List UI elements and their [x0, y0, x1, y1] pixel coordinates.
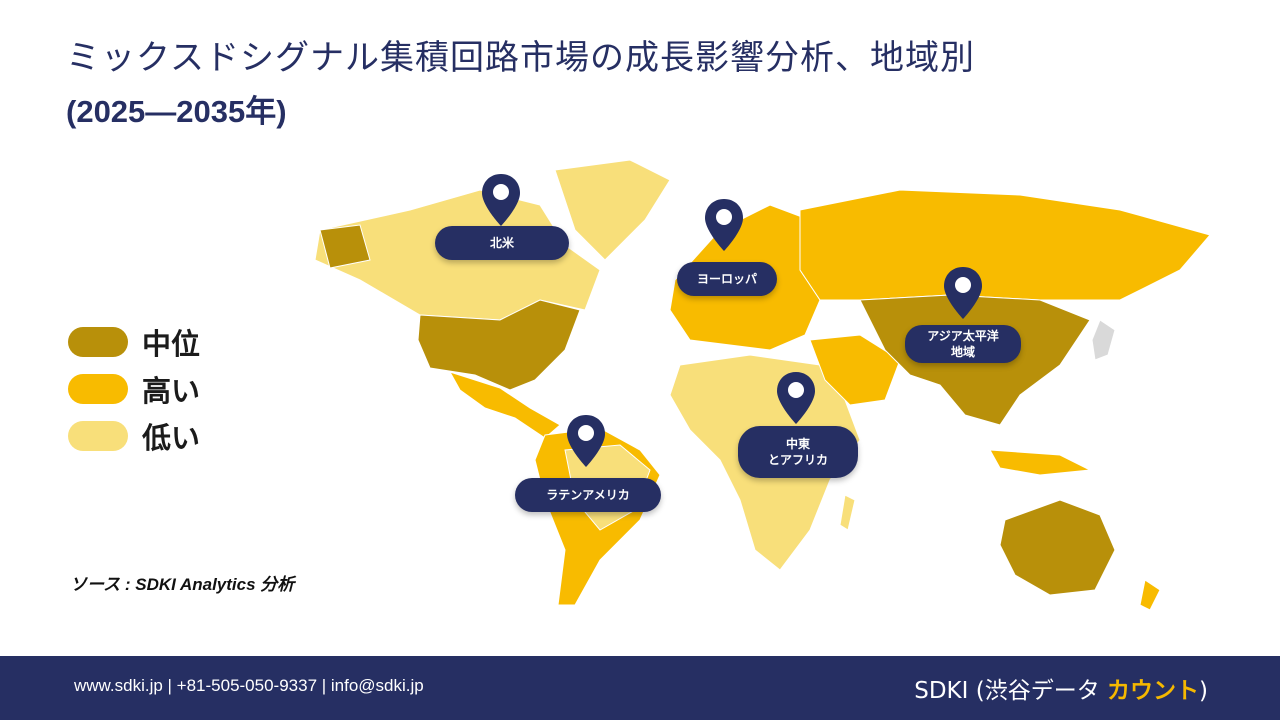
australia-region: [999, 499, 1116, 596]
region-line1: ラテンアメリカ: [546, 488, 630, 502]
region-label-europe: ヨーロッパ: [677, 262, 777, 296]
region-line1: 北米: [489, 236, 514, 250]
page-subtitle: (2025—2035年): [66, 94, 287, 129]
location-pin-icon: [944, 267, 982, 319]
japan-region: [1091, 319, 1116, 361]
region-label-north-america: 北米: [435, 226, 569, 260]
region-label-latin-america: ラテンアメリカ: [515, 478, 661, 512]
location-pin-icon: [482, 174, 520, 226]
brand-main: SDKI (渋谷データ: [914, 678, 1108, 704]
source-note: ソース : SDKI Analytics 分析: [70, 575, 295, 594]
indonesia-region: [989, 449, 1092, 476]
page-title: ミックスドシグナル集積回路市場の成長影響分析、地域別: [66, 38, 975, 78]
russia-region: [799, 189, 1211, 301]
legend-label: 高い: [142, 373, 201, 408]
brand-close: ): [1199, 678, 1208, 704]
region-label-asia-pacific: アジア太平洋 地域: [905, 325, 1021, 363]
region-line2: 地域: [950, 345, 975, 359]
contact-info: www.sdki.jp | +81-505-050-9337 | info@sd…: [74, 676, 424, 695]
legend-item-high: 高い: [68, 365, 200, 412]
brand-name: SDKI (渋谷データ カウント): [914, 671, 1208, 705]
region-line1: 中東: [785, 437, 810, 451]
greenland-region: [554, 159, 671, 261]
location-pin-icon: [567, 415, 605, 467]
legend-label: 中位: [142, 326, 201, 361]
legend-item-low: 低い: [68, 412, 200, 459]
legend-swatch: [68, 420, 128, 451]
brand-accent: カウント: [1107, 678, 1200, 704]
new-zealand-region: [1139, 579, 1161, 611]
middle-east-region: [809, 334, 901, 406]
region-line1: アジア太平洋: [927, 329, 999, 343]
region-line2: とアフリカ: [767, 453, 828, 467]
legend-swatch: [68, 373, 128, 404]
region-label-middle-east-africa: 中東 とアフリカ: [738, 426, 858, 478]
footer-bar: www.sdki.jp | +81-505-050-9337 | info@sd…: [0, 656, 1280, 720]
region-line1: ヨーロッパ: [696, 272, 757, 286]
madagascar-region: [839, 494, 856, 531]
alaska-region: [319, 224, 371, 269]
map-legend: 中位 高い 低い: [68, 318, 200, 459]
legend-item-medium: 中位: [68, 318, 200, 365]
legend-label: 低い: [142, 420, 201, 455]
legend-swatch: [68, 326, 128, 357]
location-pin-icon: [777, 372, 815, 424]
usa-region: [417, 299, 581, 391]
location-pin-icon: [705, 199, 743, 251]
